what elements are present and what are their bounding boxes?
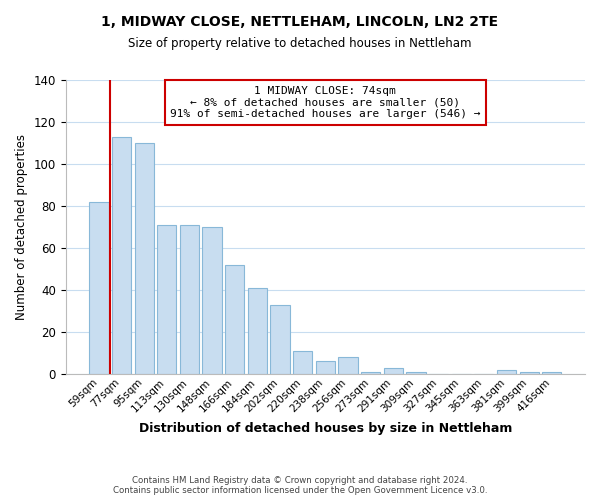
Bar: [248, 288, 267, 374]
Bar: [293, 351, 313, 374]
Bar: [383, 368, 403, 374]
X-axis label: Distribution of detached houses by size in Nettleham: Distribution of detached houses by size …: [139, 422, 512, 435]
Text: Contains HM Land Registry data © Crown copyright and database right 2024.
Contai: Contains HM Land Registry data © Crown c…: [113, 476, 487, 495]
Text: 1 MIDWAY CLOSE: 74sqm
← 8% of detached houses are smaller (50)
91% of semi-detac: 1 MIDWAY CLOSE: 74sqm ← 8% of detached h…: [170, 86, 481, 119]
Text: Size of property relative to detached houses in Nettleham: Size of property relative to detached ho…: [128, 38, 472, 51]
Text: 1, MIDWAY CLOSE, NETTLEHAM, LINCOLN, LN2 2TE: 1, MIDWAY CLOSE, NETTLEHAM, LINCOLN, LN2…: [101, 15, 499, 29]
Bar: [520, 372, 539, 374]
Bar: [406, 372, 425, 374]
Bar: [271, 304, 290, 374]
Bar: [361, 372, 380, 374]
Bar: [180, 225, 199, 374]
Bar: [497, 370, 516, 374]
Y-axis label: Number of detached properties: Number of detached properties: [15, 134, 28, 320]
Bar: [134, 143, 154, 374]
Bar: [542, 372, 562, 374]
Bar: [316, 362, 335, 374]
Bar: [112, 136, 131, 374]
Bar: [89, 202, 109, 374]
Bar: [338, 357, 358, 374]
Bar: [225, 265, 244, 374]
Bar: [202, 227, 222, 374]
Bar: [157, 225, 176, 374]
